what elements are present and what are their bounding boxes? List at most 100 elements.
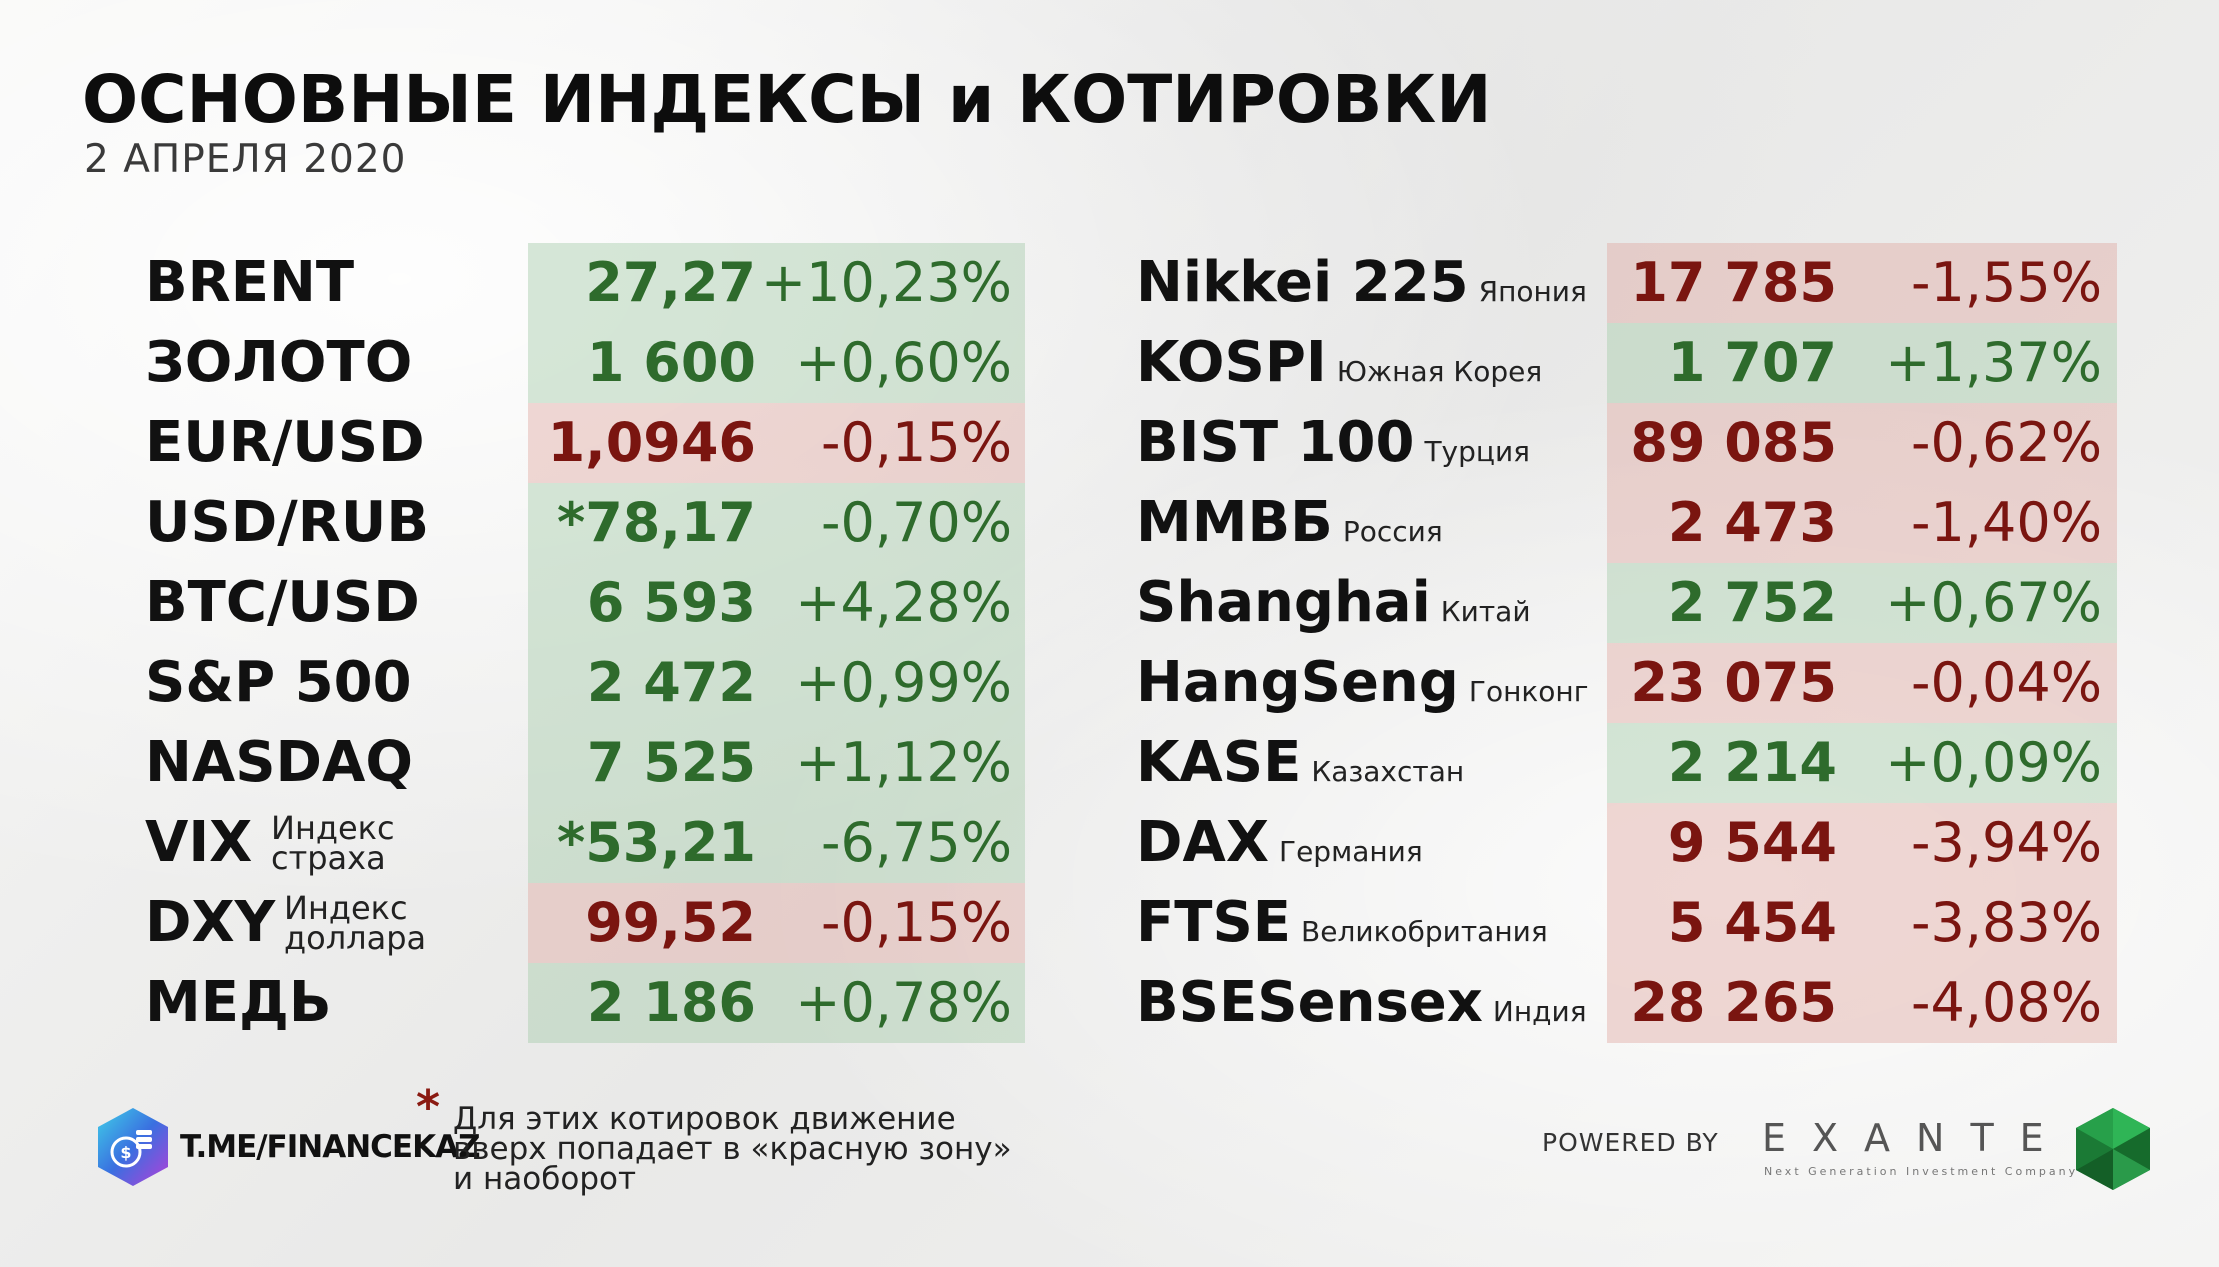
quote-change: -6,75% [820,811,1012,874]
quote-value: 2 472 [586,651,756,714]
quote-change: -4,08% [1910,971,2102,1034]
svg-text:$: $ [120,1143,131,1162]
row-background [1607,883,2117,963]
quote-change: +10,23% [760,251,1012,314]
ticker-label: ММВБ [1136,490,1333,555]
ticker-label: BTC/USD [145,570,420,635]
quote-change: +0,67% [1885,571,2102,634]
quote-value: 2 186 [586,971,756,1034]
footnote: Для этих котировок движение вверх попада… [453,1101,1093,1197]
quote-value: 1,0946 [547,411,756,474]
ticker-region: Индия [1492,995,1587,1028]
ticker-name: BRENT [145,243,354,323]
ticker-region: Великобритания [1301,915,1548,948]
row-background [1607,563,2117,643]
ticker-name: ЗОЛОТО [145,323,412,403]
powered-by-label: POWERED BY [1542,1128,1719,1157]
quote-value: 5 454 [1667,891,1837,954]
row-background [528,963,1025,1043]
ticker-label: Shanghai [1136,570,1431,635]
ticker-name: DXY [145,883,275,963]
ticker-label: BRENT [145,250,355,315]
quote-value: 17 785 [1630,251,1837,314]
ticker-name: BIST 100 Турция [1136,403,1530,483]
quote-change: -0,62% [1910,411,2102,474]
ticker-region: Южная Корея [1336,355,1543,388]
ticker-label: DXY [145,890,276,955]
quote-change: -0,04% [1910,651,2102,714]
quote-change: -3,83% [1910,891,2102,954]
ticker-description-line: Индекс [284,889,408,927]
ticker-name: МЕДЬ [145,963,332,1043]
footnote-line: Для этих котировок движение [453,1101,956,1137]
row-background [528,723,1025,803]
quote-change: -0,15% [820,411,1012,474]
ticker-label: KOSPI [1136,330,1327,395]
ticker-label: HangSeng [1136,650,1459,715]
row-background [1607,643,2117,723]
quote-value: 7 525 [586,731,756,794]
row-background [1607,243,2117,323]
ticker-description: Индекс страха [271,809,395,877]
ticker-name: EUR/USD [145,403,425,483]
quote-value: 99,52 [585,891,756,954]
row-background [1607,963,2117,1043]
quote-value: 1 707 [1667,331,1837,394]
ticker-name: DAX Германия [1136,803,1423,883]
row-background [528,483,1025,563]
ticker-name: BTC/USD [145,563,420,643]
quote-change: -1,40% [1910,491,2102,554]
ticker-description-line: страха [271,839,386,877]
brand-name: EXANTE [1762,1116,2070,1160]
quote-value: 2 752 [1667,571,1837,634]
ticker-name: FTSE Великобритания [1136,883,1548,963]
ticker-label: BIST 100 [1136,410,1415,475]
brand-tagline: Next Generation Investment Company [1764,1165,2079,1178]
quote-value: 2 214 [1667,731,1837,794]
footnote-line: вверх попадает в «красную зону» [453,1131,1012,1167]
ticker-name: VIX [145,803,252,883]
row-background [528,403,1025,483]
ticker-label: KASE [1136,730,1302,795]
row-background [1607,483,2117,563]
quote-value: 28 265 [1630,971,1837,1034]
quote-change: +1,12% [795,731,1012,794]
quote-change: +0,09% [1885,731,2102,794]
financekaz-logo-icon: $ [98,1108,168,1186]
ticker-label: VIX [145,810,253,875]
row-background [528,243,1025,323]
ticker-region: Турция [1424,435,1530,468]
ticker-name: ММВБ Россия [1136,483,1443,563]
row-background [528,323,1025,403]
ticker-label: NASDAQ [145,730,413,795]
ticker-label: МЕДЬ [145,970,332,1035]
ticker-name: Nikkei 225 Япония [1136,243,1587,323]
ticker-label: EUR/USD [145,410,425,475]
row-background [1607,723,2117,803]
page-date: 2 АПРЕЛЯ 2020 [84,137,407,182]
ticker-description-line: Индекс [271,809,395,847]
channel-link[interactable]: T.ME/FINANCEKAZ [180,1129,481,1165]
row-background [528,803,1025,883]
row-background [1607,803,2117,883]
quote-change: +1,37% [1885,331,2102,394]
ticker-label: DAX [1136,810,1269,875]
ticker-label: ЗОЛОТО [145,330,413,395]
quote-value: *78,17 [556,491,756,554]
quote-value: 6 593 [586,571,756,634]
ticker-name: NASDAQ [145,723,413,803]
row-background [528,883,1025,963]
ticker-label: S&P 500 [145,650,412,715]
ticker-description: Индекс доллара [284,889,426,954]
quote-value: 9 544 [1667,811,1837,874]
ticker-name: KOSPI Южная Корея [1136,323,1542,403]
ticker-name: BSESensex Индия [1136,963,1587,1043]
ticker-name: KASE Казахстан [1136,723,1464,803]
quote-value: 23 075 [1630,651,1837,714]
quote-value: *53,21 [556,811,756,874]
ticker-name: USD/RUB [145,483,429,563]
row-background [528,643,1025,723]
quote-change: -0,70% [820,491,1012,554]
quote-value: 27,27 [585,251,756,314]
footnote-line: и наоборот [453,1161,637,1197]
